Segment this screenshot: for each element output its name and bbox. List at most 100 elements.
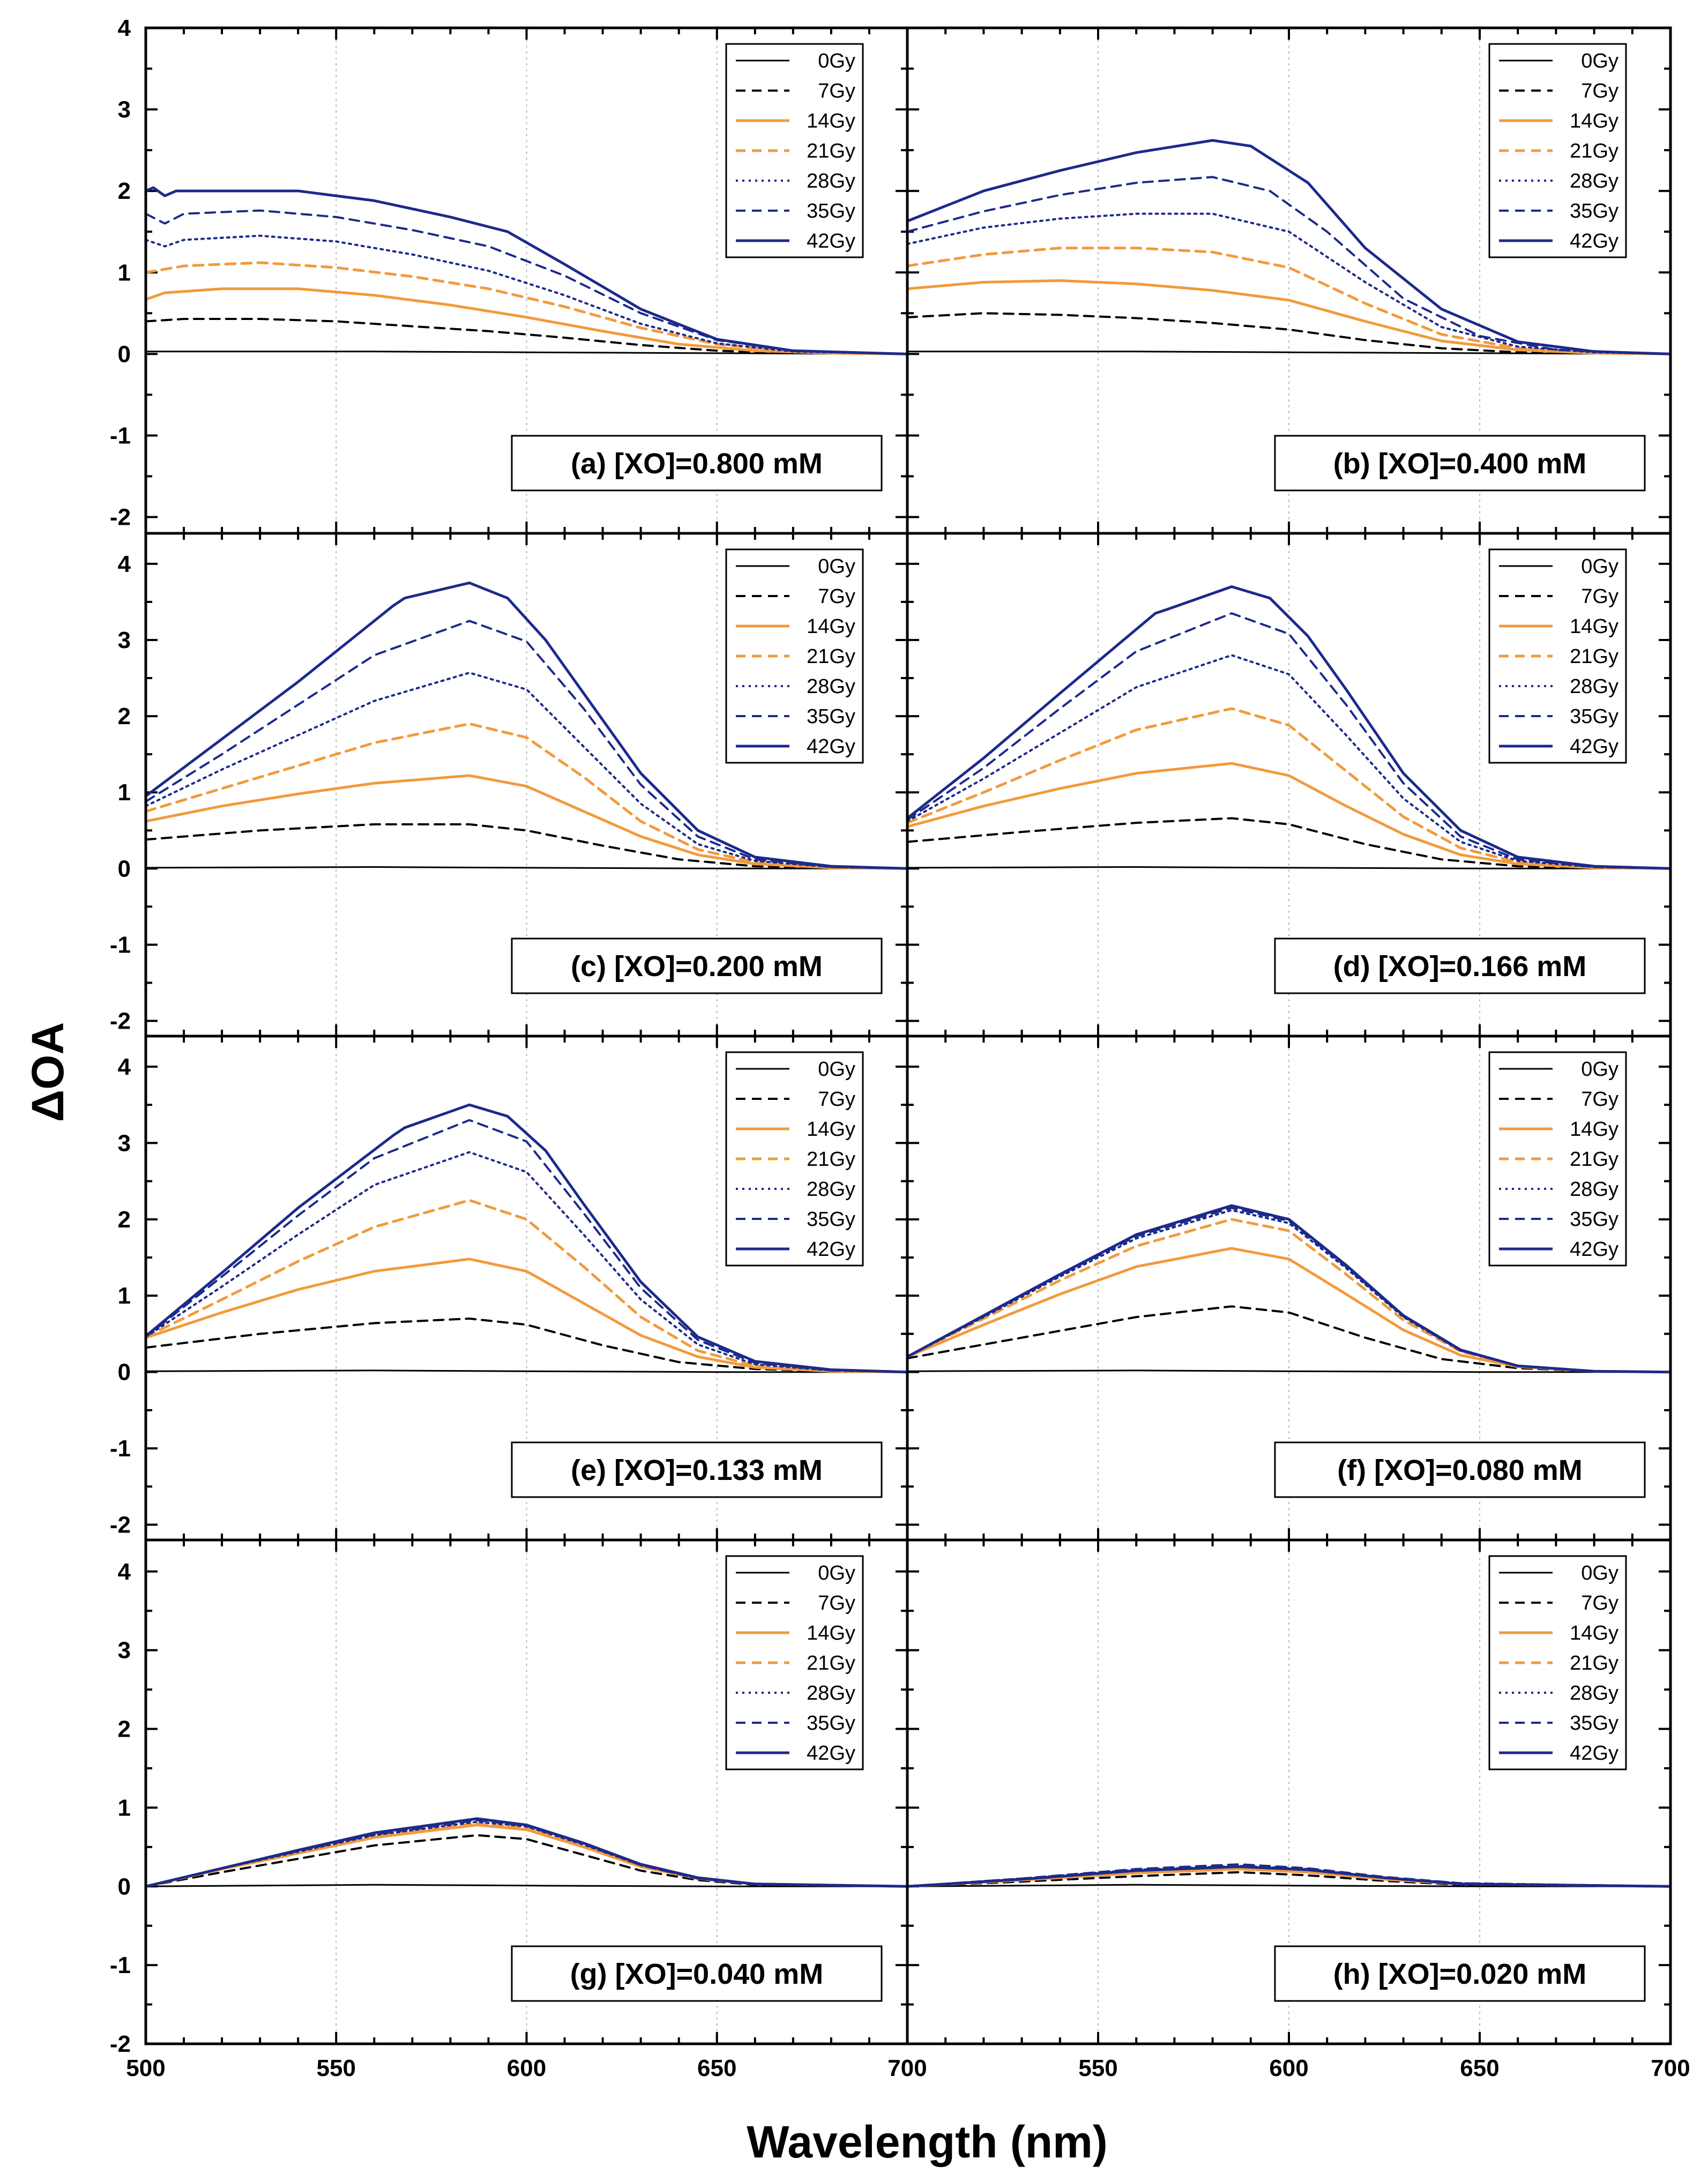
panel-e: -2 -1 0 1 2 3 4 0Gy 7Gy 14Gy 21Gy 28Gy 35Gy 42Gy (e) [… (110, 1035, 909, 1542)
y-tick-label: 0 (118, 1873, 131, 1900)
series-line-35gy (146, 620, 907, 870)
legend-label-35gy: 35Gy (1570, 1208, 1619, 1231)
legend: 0Gy 7Gy 14Gy 21Gy 28Gy 35Gy 42Gy (725, 1555, 864, 1770)
panel-label-h: (h) [XO]=0.020 mM (1333, 1958, 1587, 1990)
legend-label-0gy: 0Gy (1581, 1562, 1619, 1584)
legend: 0Gy 7Gy 14Gy 21Gy 28Gy 35Gy 42Gy (1488, 1051, 1627, 1267)
legend-label-28gy: 28Gy (1570, 675, 1619, 698)
legend-label-14gy: 14Gy (1570, 110, 1619, 132)
panel-label-box (511, 937, 883, 994)
legend-label-0gy: 0Gy (1581, 50, 1619, 72)
series-line-35gy (907, 176, 1670, 355)
legend-label-14gy: 14Gy (807, 1622, 855, 1644)
legend-label-28gy: 28Gy (807, 1682, 855, 1705)
y-tick-label: 1 (118, 259, 131, 286)
panel-a: -2 -1 0 1 2 3 4 0Gy 7Gy 14Gy 21Gy 28Gy 35Gy 42Gy (a) [… (110, 15, 909, 535)
legend-label-35gy: 35Gy (1570, 705, 1619, 728)
legend-label-21gy: 21Gy (1570, 645, 1619, 668)
y-tick-label: 4 (118, 551, 131, 577)
panel-f: 0Gy 7Gy 14Gy 21Gy 28Gy 35Gy 42Gy (f) [XO]=0.080… (906, 1035, 1672, 1542)
legend-label-14gy: 14Gy (1570, 615, 1619, 638)
legend-label-7gy: 7Gy (818, 585, 855, 608)
x-tick-label: 650 (1460, 2055, 1499, 2081)
legend-label-28gy: 28Gy (1570, 1682, 1619, 1705)
y-tick-label: 3 (118, 96, 131, 123)
panel-h: 550 600 650 700 0Gy 7Gy 14Gy 21Gy 28Gy 35Gy 42Gy (h… (906, 1538, 1690, 2081)
y-tick-label: 3 (118, 627, 131, 653)
y-tick-label: 3 (118, 1638, 131, 1664)
panel-b: 0Gy 7Gy 14Gy 21Gy 28Gy 35Gy 42Gy (b) [XO]=0.400… (906, 26, 1672, 535)
y-tick-label: 4 (118, 15, 131, 41)
panel-label-box (511, 1945, 883, 2002)
legend-label-21gy: 21Gy (1570, 1148, 1619, 1171)
series-line-14gy (146, 287, 907, 355)
legend: 0Gy 7Gy 14Gy 21Gy 28Gy 35Gy 42Gy (1488, 1555, 1627, 1770)
series-line-42gy (146, 186, 907, 355)
legend-label-28gy: 28Gy (807, 675, 855, 698)
series-line-0gy (907, 351, 1670, 355)
panel-label-c: (c) [XO]=0.200 mM (571, 950, 823, 983)
legend-label-42gy: 42Gy (1570, 735, 1619, 758)
panels-layer: -2 -1 0 1 2 3 4 0Gy 7Gy 14Gy 21Gy 28Gy 35Gy 42Gy (a) [… (110, 15, 1690, 2081)
legend-label-42gy: 42Gy (807, 735, 855, 758)
series-line-7gy (146, 318, 907, 355)
legend-label-0gy: 0Gy (818, 555, 855, 578)
legend: 0Gy 7Gy 14Gy 21Gy 28Gy 35Gy 42Gy (1488, 548, 1627, 764)
y-tick-label: 4 (118, 1054, 131, 1080)
series-line-42gy (907, 1204, 1670, 1374)
series-line-7gy (146, 1318, 907, 1373)
y-tick-label: 1 (118, 779, 131, 806)
legend-label-0gy: 0Gy (1581, 1058, 1619, 1081)
legend-box (725, 43, 864, 258)
x-axis-title: Wavelength (nm) (747, 2117, 1108, 2167)
legend-label-7gy: 7Gy (818, 1088, 855, 1111)
legend-label-28gy: 28Gy (807, 170, 855, 192)
legend-label-42gy: 42Gy (1570, 230, 1619, 252)
legend: 0Gy 7Gy 14Gy 21Gy 28Gy 35Gy 42Gy (725, 43, 864, 258)
series-line-0gy (146, 1884, 907, 1887)
y-tick-label: -2 (110, 1512, 131, 1538)
legend-label-14gy: 14Gy (807, 615, 855, 638)
y-axis-title: ΔOA (23, 1022, 73, 1122)
y-tick-label: 1 (118, 1283, 131, 1309)
panel-label-a: (a) [XO]=0.800 mM (571, 448, 823, 480)
y-tick-label: -2 (110, 504, 131, 531)
y-tick-label: -2 (110, 1008, 131, 1035)
series-line-14gy (146, 774, 907, 870)
panel-series-group (146, 1817, 907, 1888)
series-line-0gy (146, 866, 907, 869)
series-line-35gy (146, 1119, 907, 1373)
series-line-7gy (907, 312, 1670, 355)
series-line-0gy (146, 1370, 907, 1373)
legend-label-14gy: 14Gy (807, 110, 855, 132)
panel-label-box (511, 435, 883, 492)
y-tick-label: 4 (118, 1559, 131, 1585)
legend-label-21gy: 21Gy (1570, 1652, 1619, 1675)
panel-label-b: (b) [XO]=0.400 mM (1333, 448, 1587, 480)
legend-label-28gy: 28Gy (807, 1178, 855, 1201)
series-line-14gy (907, 762, 1670, 870)
y-tick-label: 2 (118, 703, 131, 730)
series-line-42gy (907, 1865, 1670, 1888)
y-tick-label: 2 (118, 178, 131, 204)
legend-label-7gy: 7Gy (1581, 585, 1619, 608)
legend-label-7gy: 7Gy (1581, 1592, 1619, 1614)
legend-label-42gy: 42Gy (807, 1742, 855, 1765)
legend-label-14gy: 14Gy (807, 1118, 855, 1141)
legend-label-42gy: 42Gy (1570, 1742, 1619, 1765)
legend-label-7gy: 7Gy (818, 80, 855, 102)
series-line-28gy (146, 672, 907, 870)
legend-label-35gy: 35Gy (807, 1208, 855, 1231)
series-line-28gy (146, 234, 907, 355)
legend-label-35gy: 35Gy (1570, 1712, 1619, 1735)
series-line-21gy (146, 1199, 907, 1374)
panel-label-box (1274, 435, 1646, 492)
legend-box (725, 1555, 864, 1770)
legend-label-35gy: 35Gy (807, 200, 855, 222)
legend: 0Gy 7Gy 14Gy 21Gy 28Gy 35Gy 42Gy (725, 1051, 864, 1267)
legend-label-35gy: 35Gy (807, 1712, 855, 1735)
panel-series-group (907, 1863, 1670, 1888)
legend-box (725, 548, 864, 764)
legend-label-42gy: 42Gy (1570, 1238, 1619, 1261)
panel-label-e: (e) [XO]=0.133 mM (571, 1454, 823, 1486)
